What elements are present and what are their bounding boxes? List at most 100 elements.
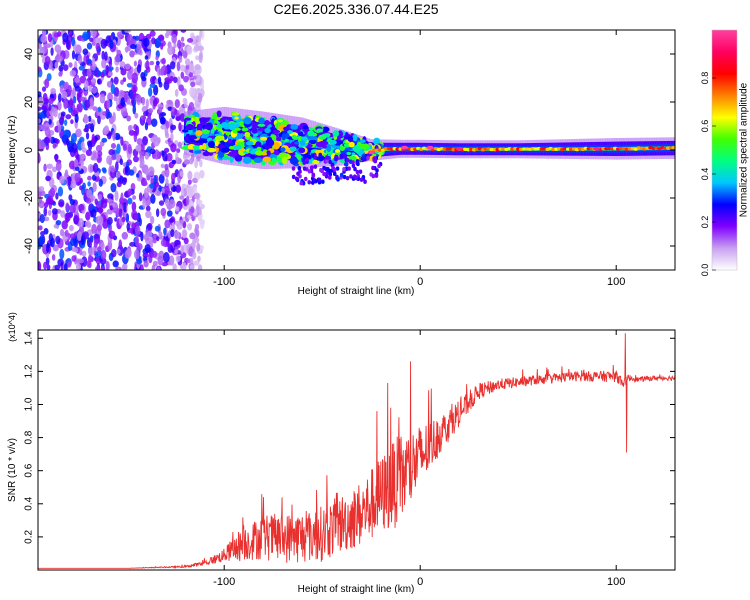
heatmap-noise-cell bbox=[91, 57, 96, 67]
heatmap-noise-cell bbox=[174, 249, 179, 254]
heatmap-noise-cell bbox=[194, 192, 201, 200]
heatmap-noise-cell bbox=[150, 76, 156, 85]
heatmap-noise-cell bbox=[126, 115, 131, 122]
heatmap-noise-cell bbox=[144, 169, 149, 176]
heatmap-noise-cell bbox=[74, 85, 81, 92]
bottom-plot: -100 0 100 0.2 0.4 0.6 0.8 1.0 1.2 1.4 Height of… bbox=[7, 312, 676, 595]
heatmap-band-cell bbox=[325, 142, 328, 150]
heatmap-noise-cell bbox=[128, 124, 133, 131]
heatmap-noise-cell bbox=[195, 55, 200, 61]
heatmap-noise-cell bbox=[166, 152, 173, 162]
top-x-ticks: -100 0 100 bbox=[213, 30, 625, 288]
heatmap-noise-cell bbox=[141, 76, 147, 82]
heatmap-noise-cell bbox=[106, 80, 113, 88]
heatmap-noise-cell bbox=[187, 187, 194, 197]
heatmap-noise-cell bbox=[64, 212, 71, 222]
bottom-y-axis-label: SNR (10 * v/v) bbox=[7, 438, 18, 502]
heatmap-ridge-cell bbox=[281, 156, 288, 165]
heatmap-noise-cell bbox=[41, 86, 47, 92]
heatmap-noise-cell bbox=[43, 163, 47, 172]
heatmap-noise-cell bbox=[119, 61, 126, 68]
top-x-tick-label: 100 bbox=[607, 276, 625, 288]
heatmap-ridge-cell bbox=[353, 146, 361, 153]
heatmap-noise-cell bbox=[152, 98, 158, 107]
heatmap-ridge-cell bbox=[336, 177, 340, 182]
heatmap-noise-cell bbox=[69, 233, 77, 239]
heatmap-noise-cell bbox=[164, 132, 170, 139]
heatmap-ridge-cell bbox=[352, 134, 358, 142]
heatmap-ridge-cell bbox=[181, 129, 189, 133]
heatmap-noise-cell bbox=[54, 264, 61, 270]
heatmap-band-cell bbox=[193, 129, 197, 138]
heatmap-noise-cell bbox=[38, 106, 42, 112]
heatmap-noise-cell bbox=[48, 103, 52, 112]
heatmap-noise-cell bbox=[57, 31, 62, 37]
heatmap-noise-cell bbox=[138, 217, 142, 227]
heatmap-noise-cell bbox=[166, 210, 173, 217]
heatmap-ridge-cell bbox=[228, 122, 236, 131]
heatmap-noise-cell bbox=[175, 255, 181, 263]
colorbar-tick-label: 0.6 bbox=[700, 120, 710, 133]
heatmap-noise-cell bbox=[54, 153, 58, 162]
heatmap-noise-cell bbox=[113, 76, 119, 85]
heatmap-band-cell bbox=[209, 130, 213, 140]
top-y-ticks: -40 -20 0 20 40 bbox=[23, 48, 675, 254]
heatmap-noise-cell bbox=[130, 38, 137, 45]
heatmap-noise-cell bbox=[170, 172, 176, 182]
heatmap-noise-cell bbox=[170, 133, 174, 141]
heatmap-ridge-cell bbox=[205, 122, 213, 131]
heatmap-noise-cell bbox=[51, 208, 58, 215]
bottom-y-tick-label: 1.2 bbox=[24, 364, 35, 378]
heatmap-noise-cell bbox=[55, 192, 59, 200]
heatmap-ridge-cell bbox=[307, 154, 312, 160]
heatmap-ridge-cell bbox=[253, 157, 263, 163]
heatmap-noise-cell bbox=[188, 157, 194, 165]
bottom-y-tick-label: 1.4 bbox=[24, 331, 35, 345]
heatmap-ridge-cell bbox=[257, 127, 265, 132]
heatmap-ridge-cell bbox=[346, 151, 352, 156]
heatmap-ridge-cell bbox=[281, 133, 286, 141]
heatmap-noise-cell bbox=[87, 175, 92, 181]
heatmap-ridge-cell bbox=[192, 145, 200, 149]
heatmap-band-cell bbox=[289, 137, 293, 147]
heatmap-noise-cell bbox=[142, 135, 149, 146]
heatmap-noise-cell bbox=[139, 264, 144, 270]
heatmap-noise-cell bbox=[131, 201, 137, 212]
heatmap-ridge-cell bbox=[234, 116, 239, 120]
heatmap-noise-cell bbox=[174, 98, 180, 109]
heatmap-noise-cell bbox=[82, 31, 89, 41]
heatmap-ridge-cell bbox=[294, 141, 300, 145]
bottom-x-tick-label: -100 bbox=[213, 576, 235, 588]
heatmap-noise-cell bbox=[136, 259, 142, 265]
heatmap-noise-cell bbox=[91, 86, 98, 94]
heatmap-noise-cell bbox=[112, 111, 116, 123]
heatmap-noise-cell bbox=[50, 88, 57, 95]
heatmap-noise-cell bbox=[157, 255, 164, 266]
heatmap-band-cell bbox=[184, 129, 187, 137]
heatmap-noise-cell bbox=[74, 172, 81, 183]
heatmap-ridge-cell bbox=[221, 121, 229, 128]
heatmap-ridge-cell bbox=[241, 127, 249, 132]
top-y-tick-label: -20 bbox=[23, 190, 35, 206]
heatmap-noise-cell bbox=[122, 143, 127, 152]
heatmap-noise-cell bbox=[149, 83, 156, 89]
heatmap-ridge-cell bbox=[316, 128, 323, 133]
heatmap-ridge-cell bbox=[258, 117, 265, 125]
heatmap-noise-cell bbox=[145, 66, 151, 73]
heatmap-noise-cell bbox=[149, 148, 156, 155]
heatmap-band-cell bbox=[205, 130, 208, 139]
heatmap-noise-cell bbox=[197, 255, 201, 262]
heatmap-noise-cell bbox=[92, 162, 99, 173]
heatmap-noise-cell bbox=[120, 68, 127, 76]
heatmap-noise-cell bbox=[119, 158, 124, 166]
heatmap-ridge-cell bbox=[373, 137, 381, 146]
heatmap-ridge-cell bbox=[311, 172, 316, 177]
heatmap-noise-cell bbox=[172, 186, 177, 192]
heatmap-ridge-cell bbox=[271, 157, 277, 163]
heatmap-noise-cell bbox=[190, 35, 197, 45]
heatmap-noise-cell bbox=[81, 256, 88, 267]
colorbar-tick-label: 0.0 bbox=[700, 264, 710, 277]
heatmap-noise-cell bbox=[177, 39, 182, 50]
heatmap-noise-cell bbox=[58, 199, 65, 208]
heatmap-band-cell bbox=[280, 136, 284, 147]
